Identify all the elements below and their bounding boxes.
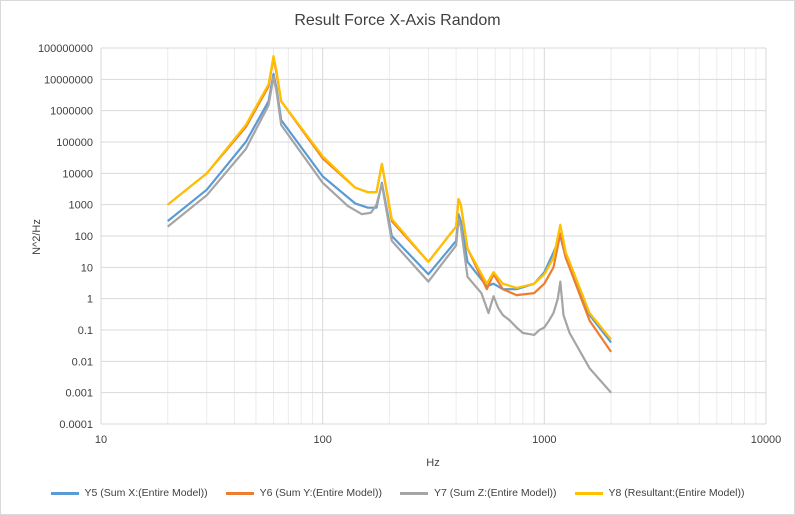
- y-tick-labels: 0.0001 0.001 0.01 0.1 1 10 100 1000 10000 100000 1…: [38, 43, 93, 431]
- y-tick-label: 0.1: [78, 325, 93, 337]
- series-line-y8: [167, 54, 612, 341]
- legend-swatch: [50, 491, 79, 495]
- legend-swatch: [574, 491, 603, 495]
- x-axis-label: Hz: [426, 457, 439, 469]
- y-tick-label: 1000: [69, 200, 93, 212]
- y-tick-label: 0.0001: [59, 419, 93, 431]
- legend-item-y6: Y6 (Sum Y:(Entire Model)): [225, 487, 382, 499]
- x-tick-label: 10000: [751, 434, 782, 446]
- x-tick-label: 1000: [532, 434, 556, 446]
- legend-item-y8: Y8 (Resultant:(Entire Model)): [574, 487, 745, 499]
- series-line-y7: [167, 75, 612, 394]
- y-tick-label: 0.01: [72, 356, 93, 368]
- x-tick-label: 10: [95, 434, 107, 446]
- legend-swatch: [399, 491, 428, 495]
- y-tick-label: 0.001: [65, 388, 93, 400]
- x-tick-label: 100: [313, 434, 331, 446]
- legend-item-y5: Y5 (Sum X:(Entire Model)): [50, 487, 208, 499]
- y-axis-label: N^2/Hz: [31, 219, 43, 255]
- legend: Y5 (Sum X:(Entire Model)) Y6 (Sum Y:(Enti…: [0, 487, 795, 499]
- y-tick-label: 10: [81, 262, 93, 274]
- legend-swatch: [225, 491, 254, 495]
- legend-label: Y8 (Resultant:(Entire Model)): [608, 487, 745, 499]
- legend-item-y7: Y7 (Sum Z:(Entire Model)): [399, 487, 557, 499]
- legend-label: Y7 (Sum Z:(Entire Model)): [433, 487, 557, 499]
- y-tick-label: 1: [87, 294, 93, 306]
- x-tick-labels: 10 100 1000 10000: [95, 434, 781, 446]
- y-tick-label: 100: [75, 231, 93, 243]
- legend-label: Y6 (Sum Y:(Entire Model)): [259, 487, 382, 499]
- y-tick-label: 100000: [56, 137, 93, 149]
- major-gridlines: [100, 47, 767, 425]
- y-tick-label: 10000: [62, 168, 93, 180]
- chart-title: Result Force X-Axis Random: [294, 12, 501, 29]
- y-tick-label: 1000000: [50, 106, 93, 118]
- legend-label: Y5 (Sum X:(Entire Model)): [84, 487, 208, 499]
- series-layer: [167, 54, 613, 394]
- y-tick-label: 100000000: [38, 43, 93, 55]
- y-tick-label: 10000000: [44, 74, 93, 86]
